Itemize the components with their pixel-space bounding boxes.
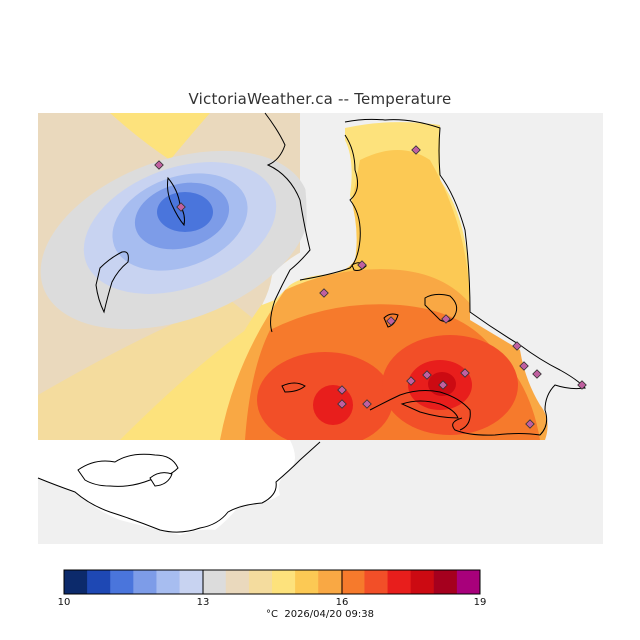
color-scale-border: [63, 569, 481, 595]
station-marker: [441, 314, 451, 324]
scale-label-min: 10: [57, 597, 71, 608]
station-marker: [519, 361, 529, 371]
field-yellow-northwest: [110, 113, 210, 160]
color-scale-swatch: [110, 570, 134, 594]
station-marker: [406, 376, 416, 386]
station-marker: [460, 368, 470, 378]
color-scale-swatch: [133, 570, 157, 594]
color-scale-swatch: [64, 570, 88, 594]
coast-victoria: [369, 390, 471, 431]
color-scale-swatch: [202, 570, 227, 594]
color-scale-swatch: [456, 570, 481, 594]
color-scale-swatch: [364, 570, 389, 594]
station-marker: [512, 341, 522, 351]
color-scale-swatch: [341, 570, 365, 594]
sea-east: [440, 113, 603, 440]
color-scale-bar: [64, 570, 481, 594]
scale-label-16: 16: [335, 597, 349, 608]
coast-south: [37, 441, 321, 533]
station-marker: [438, 380, 448, 390]
station-marker: [319, 288, 329, 298]
weather-stations: [154, 145, 587, 429]
station-marker: [525, 419, 535, 429]
color-scale-swatch: [433, 570, 458, 594]
color-scale-swatch: [225, 570, 250, 594]
color-scale-swatch: [318, 570, 342, 594]
island-sidney: [424, 293, 458, 323]
station-marker: [411, 145, 421, 155]
field-blue: [157, 192, 213, 232]
coast-east: [344, 118, 586, 436]
island-mid-strait: [351, 262, 367, 271]
coast-saanich: [299, 134, 361, 281]
station-marker: [386, 316, 396, 326]
station-marker: [176, 202, 186, 212]
temperature-field: [38, 113, 603, 440]
station-marker: [154, 160, 164, 170]
color-scale-swatch: [410, 570, 435, 594]
timestamp: 2026/04/20 09:38: [284, 609, 374, 620]
island-west-long: [95, 251, 129, 314]
color-scale-swatch: [248, 570, 273, 594]
station-marker: [337, 399, 347, 409]
station-marker: [362, 399, 372, 409]
station-marker: [337, 385, 347, 395]
scale-footer: °C 2026/04/20 09:38: [0, 609, 640, 620]
color-scale-swatch: [156, 570, 181, 594]
color-scale-swatch: [272, 570, 296, 594]
color-scale-swatch: [87, 570, 111, 594]
station-marker: [532, 369, 542, 379]
color-scale-swatch: [179, 570, 204, 594]
color-scale-swatch: [387, 570, 412, 594]
island-small-2: [281, 382, 306, 393]
station-marker: [577, 380, 587, 390]
island-northwest: [167, 176, 185, 227]
harbour-victoria: [400, 400, 459, 419]
field-red-west: [313, 385, 353, 425]
station-marker: [422, 370, 432, 380]
scale-label-13: 13: [196, 597, 210, 608]
sea-strait: [262, 113, 357, 305]
unit-label: °C: [266, 609, 278, 620]
color-scale-swatch: [295, 570, 319, 594]
island-south-2: [149, 472, 173, 487]
map-title: VictoriaWeather.ca -- Temperature: [188, 90, 452, 108]
island-small-1: [383, 313, 399, 328]
scale-label-max: 19: [473, 597, 487, 608]
coast-west: [264, 112, 311, 333]
station-marker: [357, 260, 367, 270]
